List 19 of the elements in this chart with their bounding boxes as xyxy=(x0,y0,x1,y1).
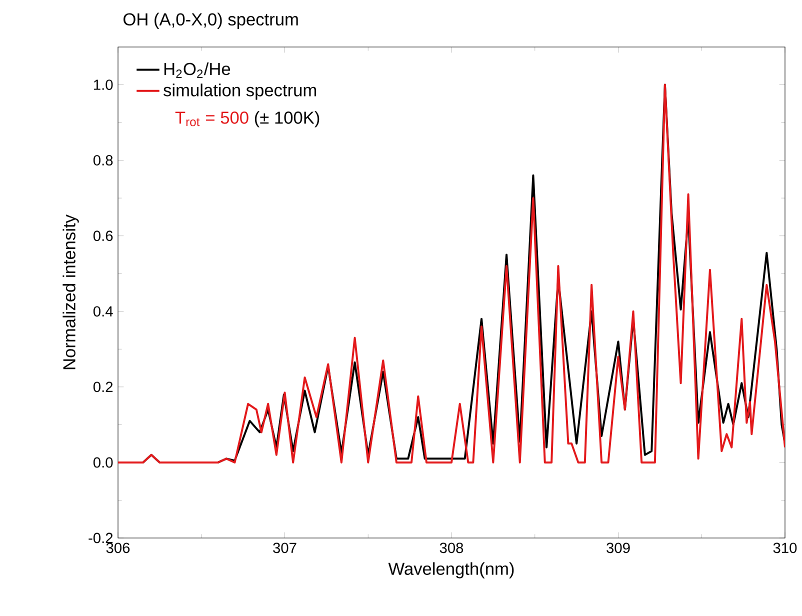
legend-label: simulation spectrum xyxy=(164,84,316,100)
annotation: T$_{rot}$ = 500 xyxy=(175,112,248,126)
chart-title: OH (A,0-X,0) spectrum xyxy=(124,12,298,29)
y-tick-label: 1.0 xyxy=(94,80,113,90)
x-tick-label: 306 xyxy=(106,542,130,554)
x-tick-label: 309 xyxy=(606,542,630,554)
y-tick-label: 0.8 xyxy=(93,155,113,166)
legend-label: H$_{2}$O$_{2}$/He xyxy=(164,62,230,78)
y-tick-label: 0.2 xyxy=(93,382,113,392)
annotation: (± 100K) xyxy=(254,111,320,128)
y-tick-label: 0.4 xyxy=(93,306,113,317)
x-tick-label: 308 xyxy=(440,542,464,554)
x-tick-label: 310 xyxy=(773,542,797,554)
y-tick-label: 0.0 xyxy=(93,457,113,468)
y-axis-title: Normalized intensity xyxy=(62,214,79,370)
y-tick-label: 0.6 xyxy=(93,230,113,242)
y-tick-label: -0.2 xyxy=(88,532,113,544)
x-axis-title: Wavelength(nm) xyxy=(388,562,514,578)
x-tick-label: 307 xyxy=(273,542,296,554)
